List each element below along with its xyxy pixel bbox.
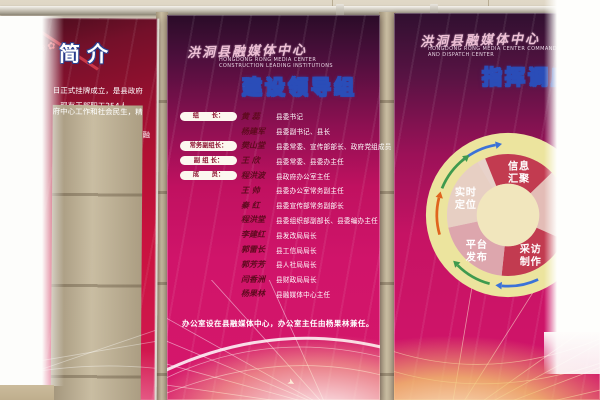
english-caption-line: AND DISPATCH CENTER (428, 51, 495, 58)
rail-clip (336, 4, 344, 17)
wheel-segment-label: 发布 (465, 250, 488, 263)
english-caption-line: HONGDONG RONG MEDIA CENTER (219, 57, 317, 63)
role-pill (180, 218, 237, 221)
floor (0, 385, 54, 400)
member-name: 杨果林 (241, 288, 265, 299)
wheel-segment (448, 221, 505, 276)
member-name: 程洪堂 (241, 214, 265, 225)
mounting-rail (0, 6, 600, 15)
roster-row: 杨果林 县融媒体中心主任 (180, 287, 376, 302)
roster-row: 李建红 县发改局局长 (180, 227, 376, 242)
member-title: 县委宣传部常务副部长 (276, 202, 344, 211)
member-title: 县委常委、宣传部部长、政府党组成员 (276, 142, 392, 151)
roster-row: 秦 红 县委宣传部常务副部长 (180, 198, 376, 213)
member-title: 县财政局局长 (276, 276, 317, 285)
leading-group-poster: 洪洞县融媒体中心 HONGDONG RONG MEDIA CENTER CONS… (167, 15, 391, 400)
member-title: 县发改局局长 (276, 231, 317, 240)
wall-gap-strip (156, 12, 168, 400)
wheel-segment-label: 信息 (508, 160, 530, 173)
member-title: 县委常委、县委办主任 (276, 157, 344, 166)
roster-row: 郭雷长 县工信局局长 (180, 242, 376, 257)
member-name: 秦 红 (241, 199, 260, 210)
role-pill (180, 263, 237, 266)
member-name: 王 欣 (241, 155, 260, 166)
intro-poster-title: 简介 (58, 41, 116, 67)
cycle-arrow-icon (435, 191, 443, 236)
role-pill (180, 130, 237, 133)
member-title: 县委副书记、县长 (276, 128, 331, 137)
roster-row: 成 员： 程洪波 县政府办公室主任 (180, 168, 376, 183)
member-title: 县委组织部副部长、县委编办主任 (276, 216, 378, 225)
roster-row: 杨建军 县委副书记、县长 (180, 124, 376, 139)
role-pill (180, 248, 237, 251)
wheel-segment (485, 154, 552, 194)
role-pill: 常务副组长： (180, 141, 237, 151)
role-pill: 成 员： (180, 170, 237, 181)
member-name: 黄 蕊 (241, 110, 260, 121)
roster-row: 组 长： 黄 蕊 县委书记 (180, 109, 376, 124)
role-pill (180, 204, 237, 207)
wheel-segment-label: 实时 (455, 185, 477, 198)
light-glare (544, 332, 600, 374)
roster-row: 郭芳芳 县人社局局长 (180, 257, 376, 272)
light-glare (0, 16, 64, 386)
cycle-arrow-icon (453, 260, 490, 286)
member-title: 县人社局局长 (276, 261, 317, 270)
member-name: 杨建军 (241, 125, 265, 136)
role-pill: 组 长： (180, 111, 237, 122)
english-caption-line: CONSTRUCTION LEADING INSTITUTIONS (219, 62, 333, 69)
roster-row: 程洪堂 县委组织部副部长、县委编办主任 (180, 213, 378, 228)
roster-list: 组 长： 黄 蕊 县委书记杨建军 县委副书记、县长常务副组长： 樊山堂 县委常委、宣传部部… (180, 109, 391, 302)
english-caption-line: HONGDONG RONG MEDIA CENTER COMMAND (428, 46, 558, 52)
office-footnote: 办公室设在县融媒体中心，办公室主任由杨果林兼任。 (182, 319, 374, 328)
wheel-hub (476, 183, 540, 247)
member-name: 闫香洲 (241, 273, 265, 284)
roster-row: 常务副组长： 樊山堂 县委常委、宣传部部长、政府党组成员 (180, 139, 391, 154)
english-caption: HONGDONG RONG MEDIA CENTER CONSTRUCTION … (219, 57, 333, 70)
rail-clip (430, 4, 438, 17)
member-name: 郭芳芳 (241, 258, 265, 269)
poster-heading: 建设领导组 (242, 75, 357, 100)
role-pill: 副 组 长： (180, 156, 237, 166)
member-name: 郭雷长 (241, 244, 265, 255)
roster-row: 闫香洲 县财政局局长 (180, 272, 376, 287)
member-title: 县委办公室常务副主任 (276, 187, 344, 196)
wheel-segment (447, 162, 493, 228)
member-title: 县融媒体中心主任 (276, 290, 331, 299)
wheel-segment-label: 制作 (520, 255, 542, 268)
role-pill (180, 189, 237, 192)
light-sweep-graphic (167, 280, 380, 400)
roster-row: 王 帅 县委办公室常务副主任 (180, 183, 376, 198)
roster-row: 副 组 长： 王 欣 县委常委、县委办主任 (180, 153, 376, 168)
wheel-segment-label: 汇聚 (508, 172, 530, 185)
wheel-segment-label: 采访 (519, 243, 542, 256)
member-title: 县政府办公室主任 (276, 172, 331, 181)
wheel-segment-label: 定位 (454, 198, 477, 211)
role-pill (180, 233, 237, 236)
member-name: 李建红 (241, 229, 265, 240)
member-name: 樊山堂 (241, 140, 265, 151)
cycle-arrow-icon (440, 155, 470, 189)
member-name: 王 帅 (241, 184, 260, 195)
member-title: 县工信局局长 (276, 246, 317, 255)
intro-body-line: 日正式挂牌成立，是县政府 (52, 85, 143, 96)
light-glare (544, 0, 600, 332)
english-caption: HONGDONG RONG MEDIA CENTER COMMAND AND D… (428, 46, 558, 59)
member-name: 程洪波 (241, 170, 265, 181)
wall-gap-strip (379, 12, 396, 400)
wheel-segment-label: 平台 (466, 238, 488, 251)
member-title: 县委书记 (276, 113, 304, 122)
cycle-arrow-icon (495, 278, 539, 290)
